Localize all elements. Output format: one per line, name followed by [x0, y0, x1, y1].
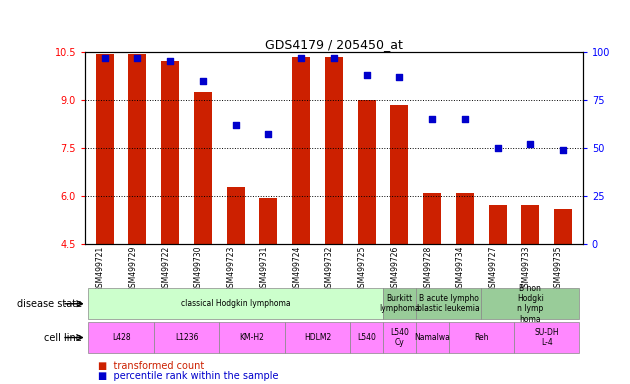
Text: B non
Hodgki
n lymp
homa: B non Hodgki n lymp homa	[517, 284, 544, 324]
Text: GSM499735: GSM499735	[554, 246, 563, 292]
Text: GSM499724: GSM499724	[292, 246, 301, 292]
Bar	[292, 57, 310, 244]
Bar	[489, 205, 507, 244]
Text: B acute lympho
blastic leukemia: B acute lympho blastic leukemia	[417, 294, 480, 313]
Bar	[522, 205, 539, 244]
Text: GSM499729: GSM499729	[129, 246, 137, 292]
Text: KM-H2: KM-H2	[239, 333, 265, 342]
Point	[427, 116, 437, 122]
Text: Namalwa: Namalwa	[414, 333, 450, 342]
Bar	[383, 322, 416, 353]
Text: cell line: cell line	[44, 333, 82, 343]
Text: GSM499732: GSM499732	[325, 246, 334, 292]
Text: GSM499727: GSM499727	[489, 246, 498, 292]
Bar	[449, 322, 514, 353]
Title: GDS4179 / 205450_at: GDS4179 / 205450_at	[265, 38, 403, 51]
Bar	[219, 322, 285, 353]
Text: ■  percentile rank within the sample: ■ percentile rank within the sample	[98, 371, 278, 381]
Text: classical Hodgkin lymphoma: classical Hodgkin lymphoma	[181, 299, 290, 308]
Bar	[358, 100, 375, 244]
Text: GSM499734: GSM499734	[456, 246, 465, 292]
Point	[558, 147, 568, 153]
Text: L540: L540	[357, 333, 376, 342]
Bar	[129, 55, 146, 244]
Bar	[194, 92, 212, 244]
Text: L540
Cy: L540 Cy	[390, 328, 409, 347]
Bar	[514, 322, 580, 353]
Text: Reh: Reh	[474, 333, 488, 342]
Point	[460, 116, 470, 122]
Point	[394, 74, 404, 80]
Text: SU-DH
L-4: SU-DH L-4	[534, 328, 559, 347]
Text: disease state: disease state	[17, 299, 82, 309]
Text: HDLM2: HDLM2	[304, 333, 331, 342]
Bar	[88, 322, 154, 353]
Bar	[88, 288, 383, 319]
Text: GSM499723: GSM499723	[227, 246, 236, 292]
Text: GSM499721: GSM499721	[96, 246, 105, 292]
Point	[165, 58, 175, 65]
Bar	[325, 57, 343, 244]
Point	[132, 55, 142, 61]
Text: ■  transformed count: ■ transformed count	[98, 361, 204, 371]
Bar	[383, 288, 416, 319]
Point	[100, 55, 110, 61]
Point	[198, 78, 208, 84]
Bar	[554, 209, 572, 244]
Text: GSM499728: GSM499728	[423, 246, 432, 292]
Text: GSM499726: GSM499726	[391, 246, 399, 292]
Bar	[285, 322, 350, 353]
Bar	[391, 105, 408, 244]
Text: GSM499730: GSM499730	[194, 246, 203, 292]
Bar	[456, 193, 474, 244]
Bar	[416, 322, 449, 353]
Text: GSM499733: GSM499733	[522, 246, 530, 292]
Text: GSM499725: GSM499725	[358, 246, 367, 292]
Bar	[416, 288, 481, 319]
Bar	[260, 199, 277, 244]
Text: L1236: L1236	[175, 333, 198, 342]
Point	[362, 72, 372, 78]
Point	[263, 131, 273, 137]
Text: GSM499731: GSM499731	[260, 246, 268, 292]
Point	[525, 141, 536, 147]
Point	[493, 145, 503, 151]
Bar	[350, 322, 383, 353]
Point	[231, 122, 241, 128]
Point	[296, 55, 306, 61]
Text: GSM499722: GSM499722	[161, 246, 170, 292]
Text: L428: L428	[112, 333, 130, 342]
Bar	[96, 55, 113, 244]
Bar	[154, 322, 219, 353]
Bar	[227, 187, 244, 244]
Text: Burkitt
lymphoma: Burkitt lymphoma	[379, 294, 420, 313]
Bar	[423, 193, 441, 244]
Point	[329, 55, 339, 61]
Bar	[481, 288, 580, 319]
Bar	[161, 61, 179, 244]
